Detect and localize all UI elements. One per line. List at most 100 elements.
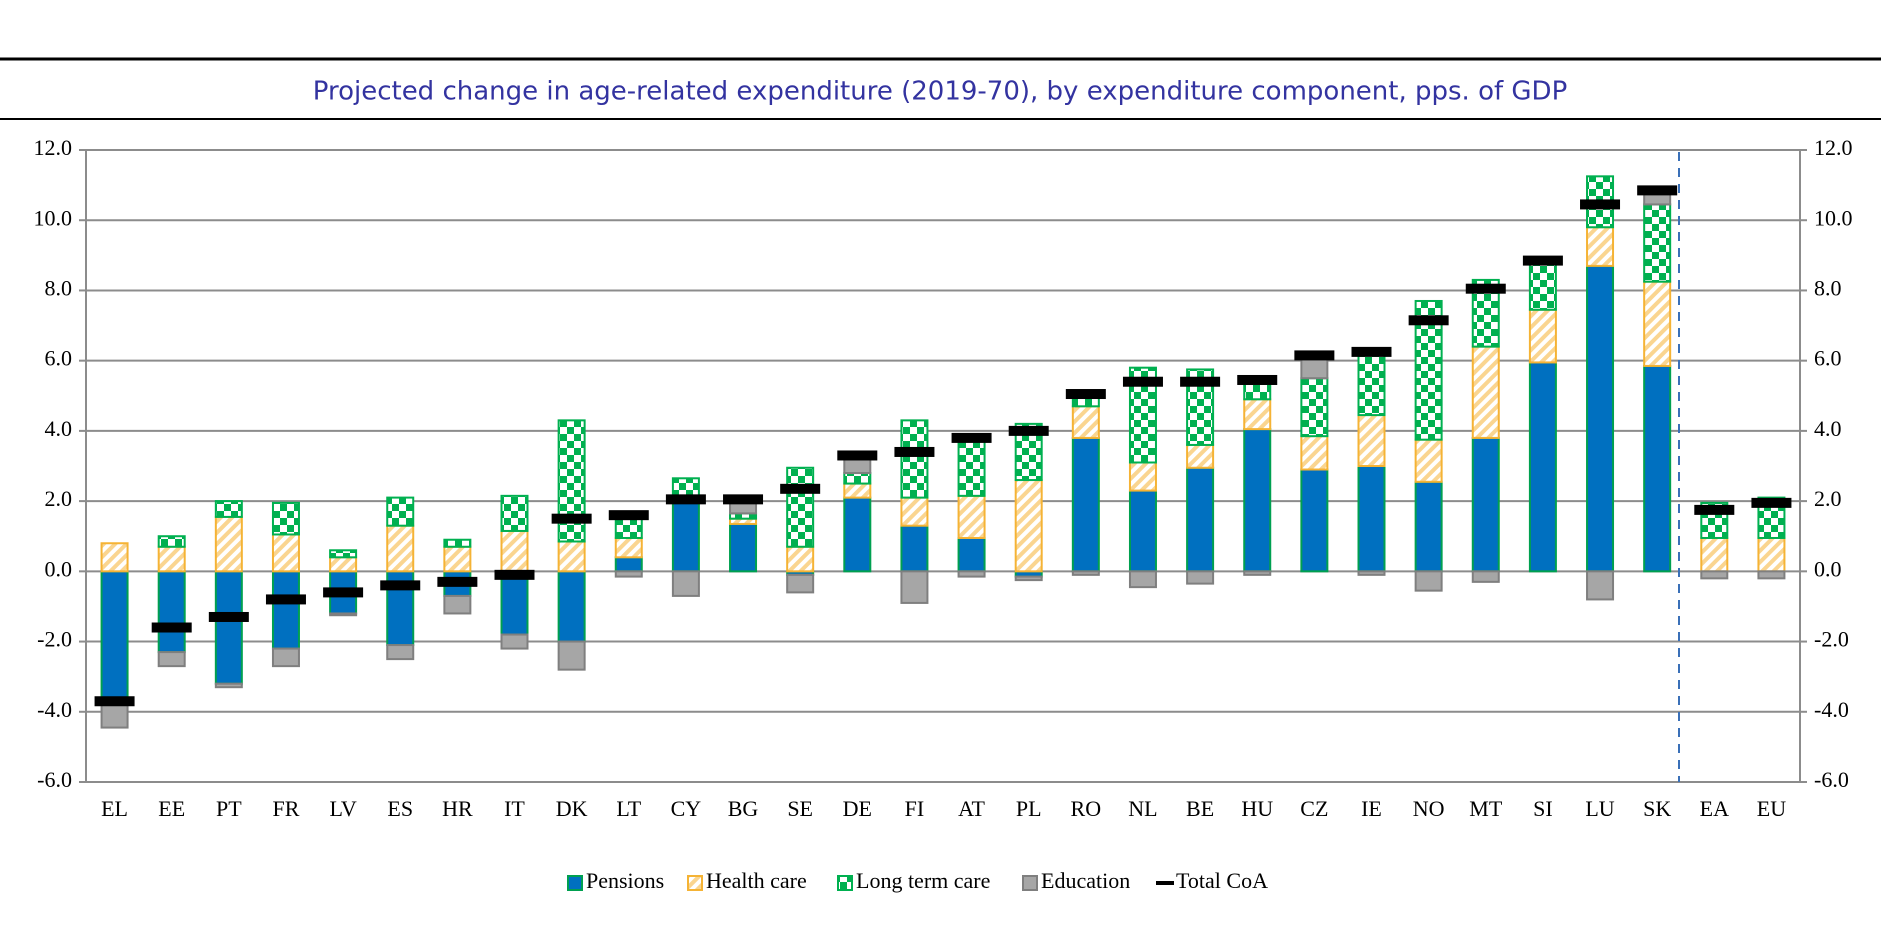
bar-segment bbox=[1243, 570, 1272, 576]
bar-segment bbox=[1528, 361, 1557, 573]
x-tick-label: ES bbox=[387, 796, 413, 821]
bar-segment bbox=[1014, 479, 1043, 573]
total-marker bbox=[380, 580, 421, 591]
x-tick-label: AT bbox=[958, 796, 985, 821]
bar-segment bbox=[843, 472, 872, 485]
bar-segment bbox=[271, 501, 300, 536]
bar-segment bbox=[671, 500, 700, 573]
x-tick-label: BG bbox=[728, 796, 759, 821]
legend-label: Total CoA bbox=[1176, 868, 1268, 893]
bar-segment bbox=[1700, 570, 1729, 580]
total-marker bbox=[780, 483, 821, 494]
bar-segment bbox=[1186, 466, 1215, 573]
x-tick-label: EA bbox=[1700, 796, 1729, 821]
total-marker bbox=[1751, 497, 1792, 508]
x-tick-label: DE bbox=[843, 796, 872, 821]
bar-segment bbox=[614, 556, 643, 573]
total-marker bbox=[723, 494, 764, 505]
legend-label: Long term care bbox=[856, 868, 990, 893]
legend-label: Health care bbox=[706, 868, 807, 893]
total-marker bbox=[94, 696, 135, 707]
y2-tick-label: 8.0 bbox=[1814, 275, 1842, 300]
total-marker bbox=[1522, 255, 1563, 266]
y2-tick-label: 4.0 bbox=[1814, 416, 1842, 441]
x-tick-label: FI bbox=[905, 796, 925, 821]
bar-segment bbox=[557, 540, 586, 573]
bar-segment bbox=[157, 545, 186, 573]
total-marker bbox=[1180, 376, 1221, 387]
total-marker bbox=[1065, 389, 1106, 400]
total-marker bbox=[951, 432, 992, 443]
bar-segment bbox=[1186, 570, 1215, 585]
y2-tick-label: 12.0 bbox=[1814, 135, 1853, 160]
bar-segment bbox=[843, 496, 872, 573]
bar-segment bbox=[443, 545, 472, 573]
x-tick-label: DK bbox=[556, 796, 588, 821]
bar-segment bbox=[1757, 570, 1786, 580]
bar-segment bbox=[271, 647, 300, 668]
x-tick-label: BE bbox=[1186, 796, 1214, 821]
total-marker bbox=[1694, 504, 1735, 515]
x-tick-label: MT bbox=[1469, 796, 1503, 821]
total-marker bbox=[837, 450, 878, 461]
x-tick-label: SK bbox=[1643, 796, 1671, 821]
x-tick-label: HU bbox=[1241, 796, 1273, 821]
chart-title: Projected change in age-related expendit… bbox=[313, 77, 1568, 107]
bar-segment bbox=[729, 522, 758, 573]
bar-segment bbox=[1586, 570, 1615, 601]
x-tick-label: PT bbox=[216, 796, 242, 821]
bar-segment bbox=[329, 549, 358, 559]
x-tick-label: SI bbox=[1533, 796, 1553, 821]
bar-segment bbox=[843, 482, 872, 499]
total-marker bbox=[608, 510, 649, 521]
bar-segment bbox=[329, 612, 358, 617]
x-tick-label: CY bbox=[671, 796, 702, 821]
bar-segment bbox=[1643, 203, 1672, 283]
y-tick-label: 2.0 bbox=[45, 486, 73, 511]
total-marker bbox=[1408, 315, 1449, 326]
bar-segment bbox=[1471, 570, 1500, 583]
bar-segment bbox=[1300, 435, 1329, 471]
total-marker bbox=[894, 446, 935, 457]
bar-segment bbox=[1071, 405, 1100, 439]
bar-segment bbox=[386, 496, 415, 527]
bar-segment bbox=[900, 496, 929, 527]
y2-tick-label: -6.0 bbox=[1814, 767, 1849, 792]
y-tick-label: -6.0 bbox=[37, 767, 72, 792]
y-tick-label: 6.0 bbox=[45, 346, 73, 371]
legend-label: Pensions bbox=[586, 868, 664, 893]
bar-segment bbox=[614, 536, 643, 559]
total-marker bbox=[1122, 376, 1163, 387]
total-marker bbox=[1008, 425, 1049, 436]
bar-segment bbox=[1471, 436, 1500, 573]
y-tick-label: -2.0 bbox=[37, 627, 72, 652]
total-marker bbox=[208, 611, 249, 622]
bar-segment bbox=[614, 570, 643, 578]
bar-segment bbox=[1586, 226, 1615, 267]
bar-segment bbox=[500, 633, 529, 650]
bar-segment bbox=[1700, 536, 1729, 573]
legend-swatch bbox=[567, 875, 583, 891]
legend: Pensions Health care Long term care Educati… bbox=[567, 868, 1268, 893]
bar-segment bbox=[214, 500, 243, 518]
y-tick-label: 12.0 bbox=[34, 135, 73, 160]
bar-segment bbox=[1128, 461, 1157, 492]
y2-tick-label: -2.0 bbox=[1814, 627, 1849, 652]
bar-segment bbox=[329, 556, 358, 573]
bar-segment bbox=[214, 570, 243, 685]
bar-segment bbox=[1357, 570, 1386, 576]
x-tick-label: LV bbox=[329, 796, 356, 821]
x-tick-label: PL bbox=[1016, 796, 1042, 821]
bar-segment bbox=[957, 536, 986, 573]
total-marker bbox=[1237, 374, 1278, 385]
bar-segment bbox=[557, 570, 586, 643]
x-tick-label: NL bbox=[1128, 796, 1157, 821]
x-tick-label: LU bbox=[1585, 796, 1614, 821]
bar-segment bbox=[100, 703, 129, 729]
grid bbox=[86, 149, 1800, 783]
legend-swatch bbox=[1156, 881, 1174, 885]
y-tick-label: -4.0 bbox=[37, 697, 72, 722]
bar-segment bbox=[1586, 264, 1615, 573]
y-tick-label: 10.0 bbox=[34, 205, 73, 230]
